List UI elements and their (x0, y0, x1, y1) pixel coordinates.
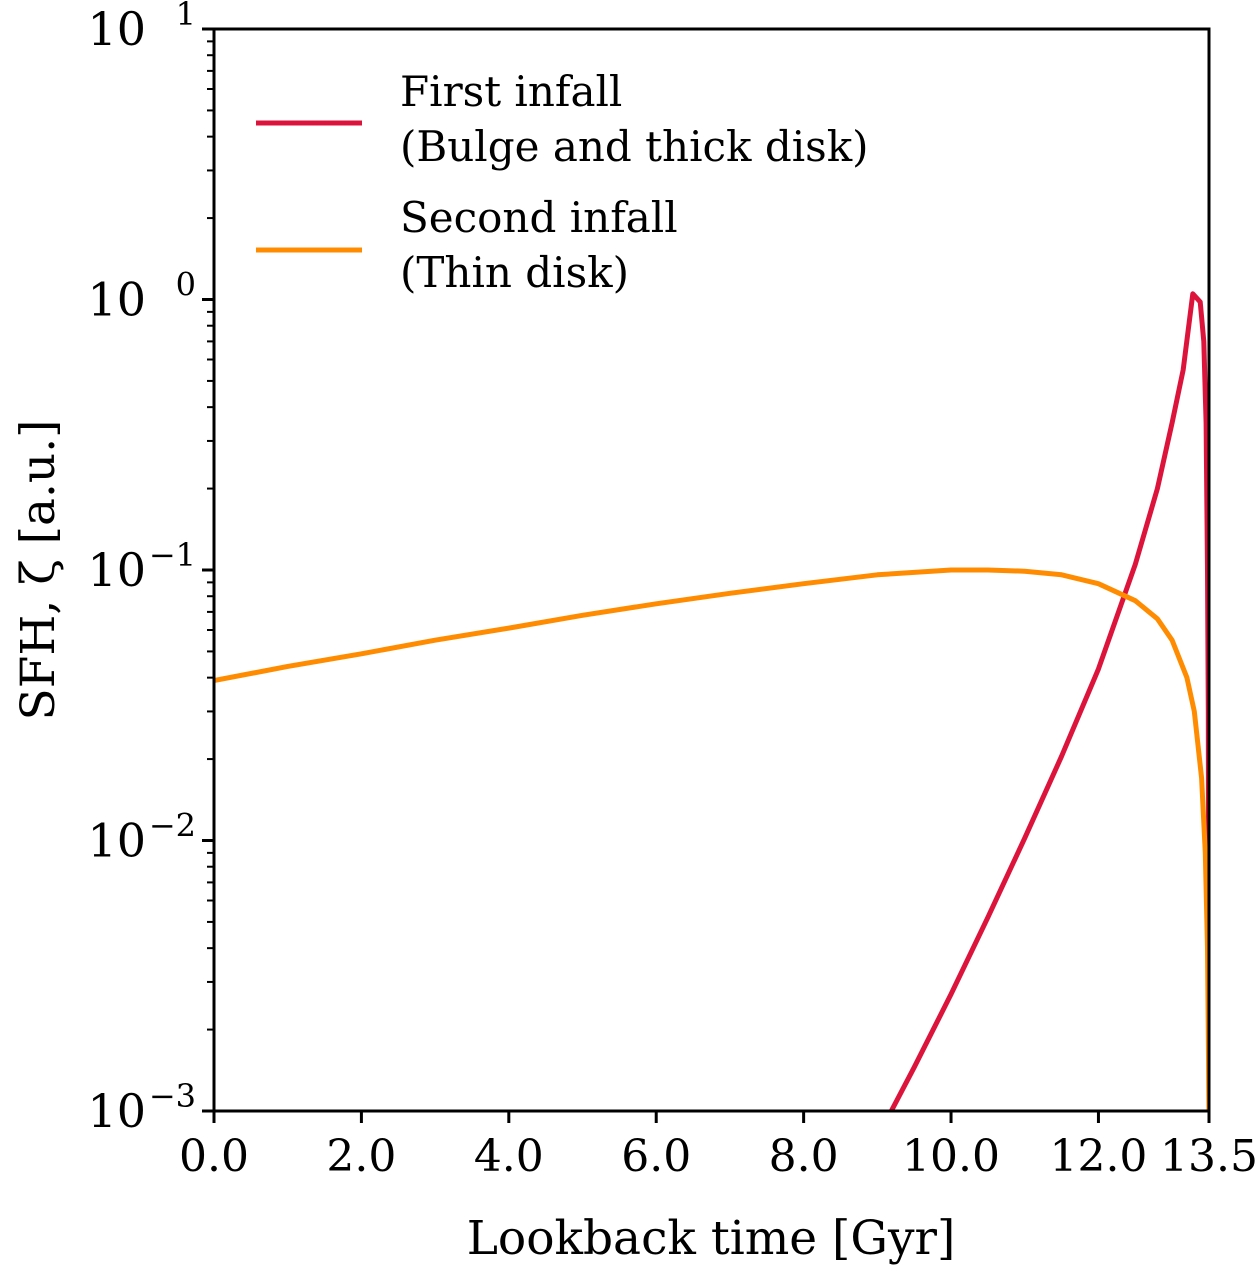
series-layer (214, 291, 1209, 1111)
x-tick-label: 10.0 (902, 1131, 1000, 1182)
legend-label-1: (Thin disk) (400, 248, 629, 297)
y-tick-exponent: −3 (149, 1077, 196, 1115)
series-line-1 (214, 567, 1209, 1111)
plot-frame (212, 27, 1211, 1113)
legend-label-1: Second infall (400, 193, 678, 242)
legend-label-0: (Bulge and thick disk) (400, 122, 869, 171)
x-tick-label: 6.0 (621, 1131, 691, 1182)
x-axis: 0.0 2.0 4.0 6.0 8.0 10.0 12.0 13.5 (179, 1111, 1258, 1182)
y-tick-exponent: 0 (176, 266, 196, 304)
legend-label-0: First infall (400, 67, 622, 116)
x-tick-label: 13.5 (1160, 1131, 1258, 1182)
x-tick-label: 8.0 (769, 1131, 839, 1182)
x-tick-label: 4.0 (474, 1131, 544, 1182)
x-tick-label: 0.0 (179, 1131, 249, 1182)
y-tick-exponent: −2 (149, 807, 196, 845)
y-tick-exponent: −1 (149, 536, 196, 574)
y-tick-label: 10 (87, 273, 146, 327)
y-tick-label: 10 (87, 543, 146, 597)
series-line-0 (889, 291, 1209, 1111)
x-axis-label: Lookback time [Gyr] (467, 1211, 956, 1266)
y-tick-exponent: 1 (176, 0, 196, 33)
y-tick-label: 10 (87, 1084, 146, 1138)
y-tick-label: 10 (87, 814, 146, 868)
legend: First infall (Bulge and thick disk) Second… (256, 67, 869, 297)
x-tick-label: 2.0 (326, 1131, 396, 1182)
y-axis-label: SFH, ζ [a.u.] (11, 420, 66, 721)
y-tick-label: 10 (87, 2, 146, 56)
x-tick-label: 12.0 (1049, 1131, 1147, 1182)
